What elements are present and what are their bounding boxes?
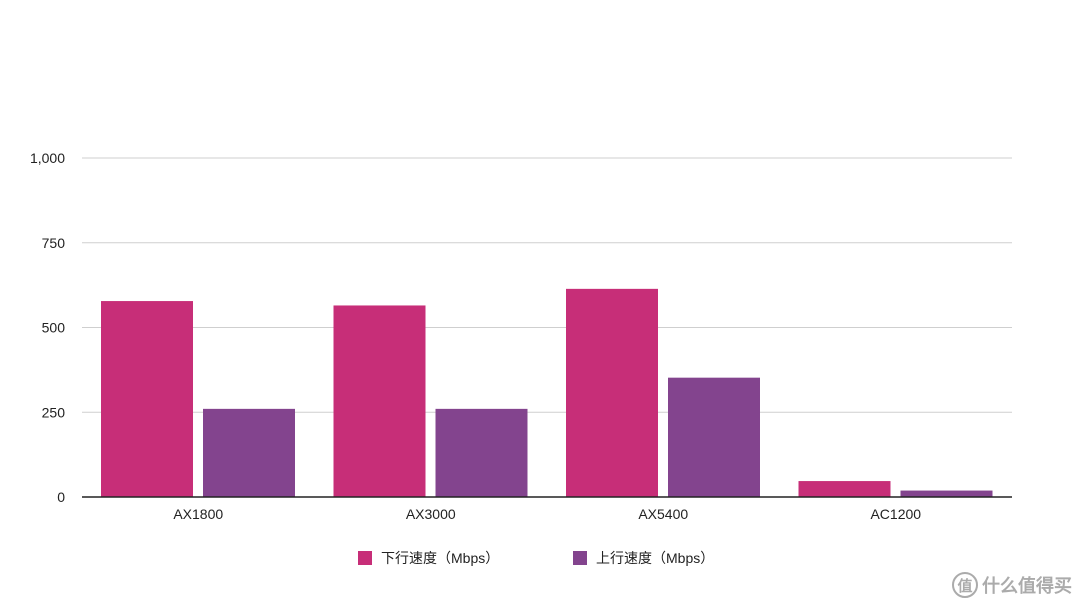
bar-upload-ax5400 bbox=[668, 377, 760, 497]
bar-upload-ax1800 bbox=[203, 408, 295, 497]
y-tick-label: 250 bbox=[42, 404, 66, 420]
legend-swatch bbox=[573, 551, 587, 565]
legend-item: 下行速度（Mbps） bbox=[358, 550, 499, 566]
x-tick-label: AC1200 bbox=[870, 506, 921, 522]
bar-upload-ax3000 bbox=[435, 408, 528, 497]
y-tick-label: 500 bbox=[42, 320, 66, 336]
legend: 下行速度（Mbps） 上行速度（Mbps） bbox=[358, 550, 714, 566]
x-tick-label: AX3000 bbox=[406, 506, 456, 522]
y-tick-label: 1,000 bbox=[30, 150, 65, 166]
watermark-text: 什么值得买 bbox=[982, 576, 1072, 596]
bar-download-ac1200 bbox=[798, 481, 891, 497]
x-tick-label: AX5400 bbox=[638, 506, 688, 522]
bar-download-ax1800 bbox=[101, 301, 193, 497]
x-tick-label: AX1800 bbox=[173, 506, 223, 522]
y-axis-tick-labels: 0 250 500 750 1,000 bbox=[30, 150, 65, 505]
bar-download-ax3000 bbox=[333, 305, 426, 497]
bar-download-ax5400 bbox=[566, 288, 658, 497]
y-tick-label: 750 bbox=[42, 235, 66, 251]
legend-label: 上行速度（Mbps） bbox=[596, 550, 714, 566]
bar-upload-ac1200 bbox=[900, 490, 993, 497]
watermark-logo-icon: 值 bbox=[952, 572, 978, 598]
x-axis-tick-labels: AX1800 AX3000 AX5400 AC1200 bbox=[173, 506, 921, 522]
legend-item: 上行速度（Mbps） bbox=[573, 550, 714, 566]
legend-label: 下行速度（Mbps） bbox=[381, 550, 499, 566]
watermark: 值 什么值得买 bbox=[952, 572, 1072, 598]
bars bbox=[101, 288, 993, 497]
legend-swatch bbox=[358, 551, 372, 565]
gridlines bbox=[82, 157, 1012, 413]
y-tick-label: 0 bbox=[57, 489, 65, 505]
